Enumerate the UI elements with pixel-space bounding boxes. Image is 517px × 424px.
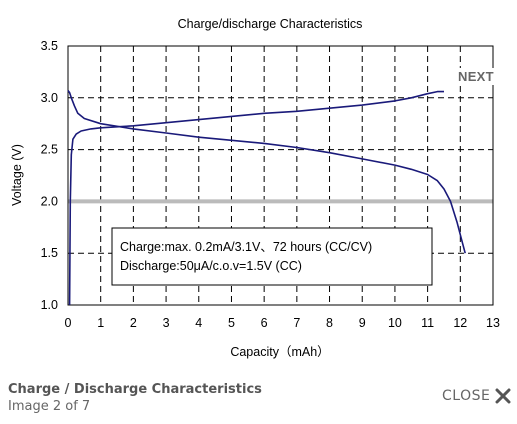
close-button[interactable]: CLOSE [442, 388, 511, 404]
x-tick-label: 0 [65, 316, 72, 330]
x-tick-label: 4 [195, 316, 202, 330]
series-group [67, 90, 466, 306]
x-tick-label: 6 [261, 316, 268, 330]
y-axis-label: Voltage (V) [10, 144, 24, 206]
image-counter: Image 2 of 7 [8, 399, 91, 414]
x-tick-label: 11 [421, 316, 434, 330]
y-tick-label: 1.0 [41, 298, 58, 312]
close-label: CLOSE [442, 388, 491, 404]
charge-discharge-chart: Charge/discharge Characteristics Charge:… [10, 17, 500, 359]
plot-frame [67, 45, 494, 306]
x-tick-label: 7 [293, 316, 300, 330]
annotation-discharge: Discharge:50μA/c.o.v=1.5V (CC) [120, 259, 302, 273]
y-tick-label: 3.5 [41, 39, 58, 53]
next-button[interactable]: NEXT [456, 68, 496, 85]
x-tick-label: 8 [326, 316, 333, 330]
x-tick-label: 3 [163, 316, 170, 330]
x-tick-label: 2 [130, 316, 137, 330]
series-line-2 [67, 90, 466, 254]
x-tick-label: 5 [228, 316, 235, 330]
y-tick-label: 3.0 [41, 91, 58, 105]
x-tick-label: 12 [453, 316, 467, 330]
y-tick-label: 1.5 [41, 246, 58, 260]
chart-annotation: Charge:max. 0.2mA/3.1V、72 hours (CC/CV) … [111, 227, 433, 286]
x-tick-label: 10 [388, 316, 402, 330]
axis-ticks: 0 1 2 3 4 5 6 7 8 9 10 11 12 131.01.52.02.53.03.5 [41, 39, 500, 330]
annotation-frame [111, 227, 433, 286]
annotation-charge: Charge:max. 0.2mA/3.1V、72 hours (CC/CV) [120, 240, 372, 254]
x-tick-label: 13 [486, 316, 500, 330]
caption-title: Charge / Discharge Characteristics [8, 382, 262, 397]
chart-title: Charge/discharge Characteristics [178, 17, 363, 31]
series-line-1 [68, 90, 444, 306]
close-icon[interactable] [495, 388, 511, 404]
y-tick-label: 2.0 [41, 194, 58, 208]
x-tick-label: 9 [359, 316, 366, 330]
x-tick-label: 1 [97, 316, 104, 330]
y-tick-label: 2.5 [41, 143, 58, 157]
x-axis-label: Capacity（mAh） [230, 345, 329, 359]
